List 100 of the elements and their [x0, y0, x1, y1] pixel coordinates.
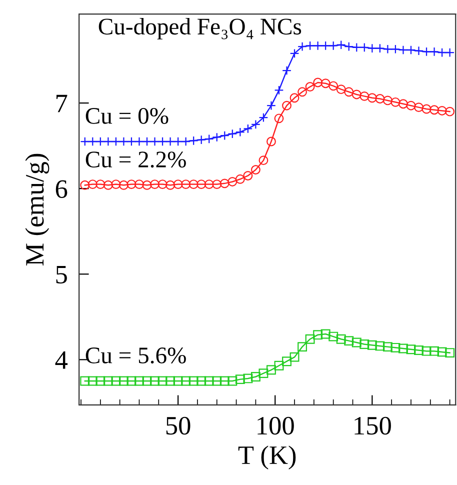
point [266, 136, 276, 146]
point [250, 120, 260, 130]
point [188, 180, 198, 190]
point [212, 376, 222, 386]
point [430, 346, 439, 356]
point [196, 180, 206, 190]
point [196, 376, 206, 386]
point [158, 136, 168, 146]
point [352, 338, 362, 348]
point [204, 134, 214, 144]
point [352, 90, 362, 100]
point [313, 78, 323, 88]
point [96, 376, 106, 386]
point [274, 114, 284, 124]
point [204, 180, 214, 190]
point [88, 136, 98, 146]
point [336, 84, 346, 94]
point [437, 48, 447, 58]
point [320, 78, 330, 88]
point [142, 180, 152, 190]
point [375, 341, 385, 351]
point [250, 165, 260, 174]
point [243, 374, 253, 384]
point [282, 356, 292, 366]
point [274, 85, 284, 95]
point [336, 40, 346, 50]
point [320, 40, 330, 50]
point [158, 180, 168, 190]
point [375, 44, 385, 53]
point [305, 82, 315, 92]
point [150, 136, 160, 146]
point [305, 334, 315, 344]
point [173, 136, 183, 146]
point [344, 87, 354, 97]
point [111, 136, 121, 146]
point [126, 136, 136, 146]
point [390, 342, 400, 352]
point [414, 46, 424, 56]
point [282, 100, 292, 110]
point [80, 376, 90, 386]
point [258, 156, 268, 166]
point [158, 376, 168, 386]
point [118, 376, 128, 386]
point [406, 100, 416, 110]
point [118, 180, 128, 190]
point [258, 112, 268, 122]
x-tick-label: 100 [258, 416, 294, 435]
point [422, 346, 432, 356]
point [305, 40, 315, 50]
point [228, 129, 238, 139]
point [328, 332, 338, 342]
point [437, 106, 447, 116]
point [118, 136, 128, 146]
point [437, 347, 447, 357]
point [220, 178, 230, 188]
point [235, 127, 245, 137]
point [103, 180, 113, 190]
point [258, 368, 268, 378]
y-tick-label: 7 [56, 94, 68, 112]
point [111, 376, 121, 386]
point [188, 136, 198, 146]
point [80, 180, 90, 190]
point [360, 91, 370, 101]
annotation: Cu-doped Fe₃O₄ NCs [98, 18, 302, 40]
point [103, 136, 113, 146]
point [274, 360, 284, 370]
point [134, 376, 144, 386]
point [390, 44, 400, 54]
point [382, 342, 392, 352]
point [142, 136, 152, 146]
point [126, 180, 136, 190]
point [328, 81, 338, 91]
point [344, 336, 354, 346]
point [266, 100, 276, 110]
point [111, 180, 121, 190]
point [181, 136, 191, 146]
point [250, 372, 260, 382]
point [367, 93, 377, 103]
point [328, 40, 338, 50]
point [414, 346, 424, 355]
point [228, 177, 238, 186]
point [406, 45, 416, 55]
point [166, 136, 176, 146]
point [398, 344, 408, 354]
point [126, 376, 136, 386]
point [282, 66, 292, 76]
point [150, 180, 160, 190]
point [352, 42, 362, 52]
point [235, 174, 245, 184]
point [181, 376, 191, 386]
point [204, 376, 214, 386]
point [422, 46, 432, 56]
point [235, 374, 245, 384]
x-tick-label: 50 [166, 416, 190, 435]
point [298, 42, 308, 52]
series-label: Cu = 2.2% [86, 152, 186, 168]
point [134, 136, 144, 146]
point [367, 340, 377, 350]
series-label: Cu = 5.6% [86, 347, 186, 364]
point [398, 99, 408, 109]
